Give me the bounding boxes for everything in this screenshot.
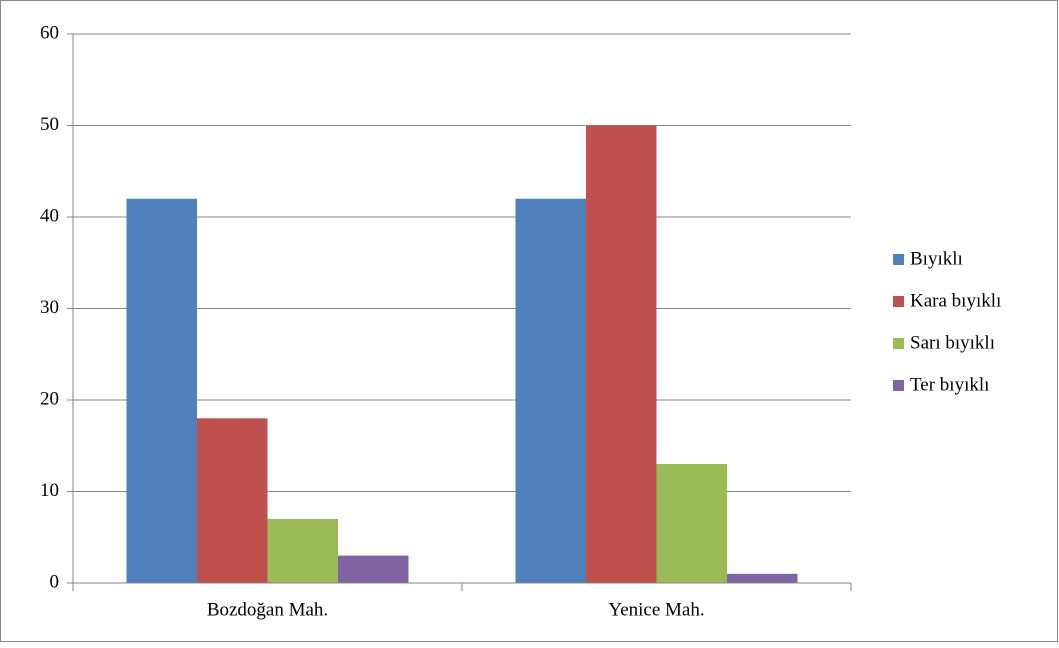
bar <box>196 418 268 583</box>
legend-swatch <box>893 296 904 307</box>
y-tick-label: 10 <box>40 480 59 501</box>
bar <box>656 464 728 583</box>
legend-swatch <box>893 380 904 391</box>
x-tick-label: Yenice Mah. <box>608 599 704 620</box>
legend-swatch <box>893 338 904 349</box>
legend-label: Sarı bıyıklı <box>910 332 995 353</box>
bar <box>338 555 409 583</box>
y-tick-label: 60 <box>40 22 59 43</box>
legend-swatch <box>893 254 904 265</box>
y-tick-label: 0 <box>50 571 60 592</box>
legend-label: Bıyıklı <box>910 248 963 269</box>
bar <box>126 198 197 583</box>
x-tick-label: Bozdoğan Mah. <box>207 599 328 620</box>
bar <box>585 125 657 583</box>
y-tick-label: 50 <box>40 114 59 135</box>
bar <box>515 198 586 583</box>
y-tick-label: 30 <box>40 297 59 318</box>
legend-label: Kara bıyıklı <box>910 290 1001 311</box>
legend-label: Ter bıyıklı <box>910 374 989 395</box>
bar <box>727 573 798 583</box>
bar <box>267 518 339 583</box>
y-tick-label: 20 <box>40 388 59 409</box>
y-tick-label: 40 <box>40 205 59 226</box>
